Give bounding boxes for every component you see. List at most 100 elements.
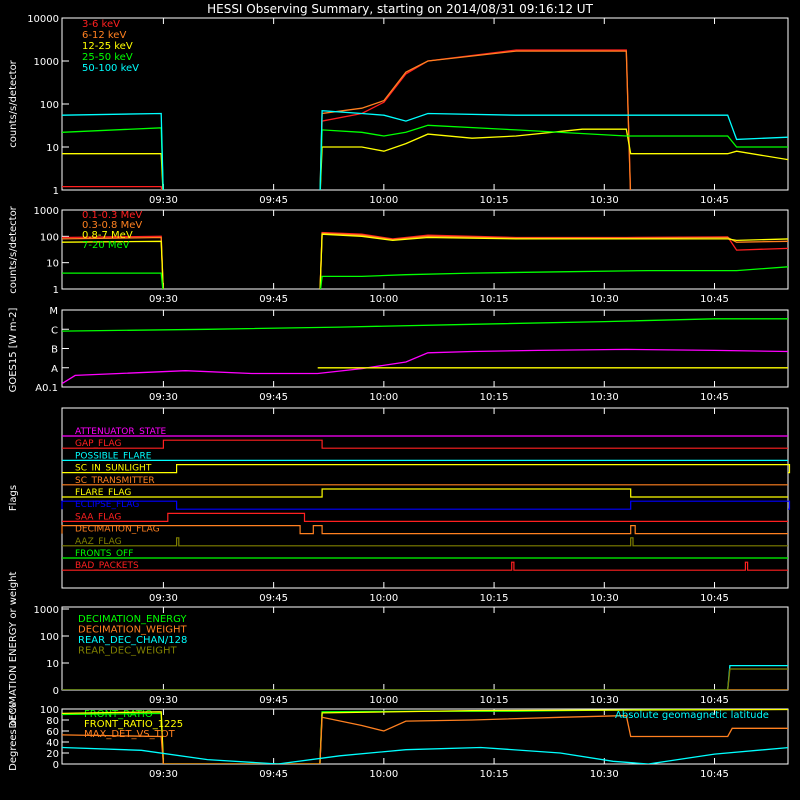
x-tick-label: 10:00 xyxy=(369,695,398,706)
y-tick-label: A xyxy=(51,364,58,375)
panel-decimation: 09:30 09:45 10:00 10:15 10:30 10:45 DECIMATION… xyxy=(8,571,789,728)
flag-trace xyxy=(62,439,788,449)
flag-label: SC_IN_SUNLIGHT xyxy=(75,464,152,474)
x-tick-label: 09:30 xyxy=(149,392,178,403)
figure-title: HESSI Observing Summary, starting on 201… xyxy=(207,2,593,16)
y-tick-label: A0.1 xyxy=(35,383,58,394)
panel-goes: 09:30 09:45 10:00 10:15 10:30 10:45 GOES15 [W … xyxy=(8,306,789,403)
x-tick-label: 09:45 xyxy=(259,695,288,706)
y-axis-label: Degrees or % xyxy=(8,703,19,771)
series-line xyxy=(62,318,788,332)
series-line xyxy=(62,714,788,764)
x-tick-label: 10:30 xyxy=(590,294,619,305)
x-tick-label: 09:45 xyxy=(259,593,288,604)
series-line xyxy=(62,49,632,190)
x-tick-label: 10:45 xyxy=(700,769,729,780)
x-tick-label: 10:15 xyxy=(480,294,509,305)
y-axis-label: Flags xyxy=(8,485,19,511)
legend-entry: FRONT_RATIO xyxy=(84,709,153,720)
legend-entry: FRONT_RATIO_1225 xyxy=(84,719,183,730)
x-tick-label: 09:30 xyxy=(149,294,178,305)
x-tick-label: 10:45 xyxy=(700,695,729,706)
y-axis-label: counts/s/detector xyxy=(8,205,19,293)
legend-entry: 7-20 MeV xyxy=(82,240,130,251)
panel-flags: 09:30 09:45 10:00 10:15 10:30 10:45 Flags ATTEN… xyxy=(8,407,791,604)
legend-entry: 0.8-7 MeV xyxy=(82,230,133,241)
panel-lightcurve-high: 09:30 09:45 10:00 10:15 10:30 10:45 counts/s/d… xyxy=(8,205,789,305)
y-tick-label: 10 xyxy=(46,259,59,270)
x-tick-label: 10:30 xyxy=(590,195,619,206)
series-line xyxy=(62,232,788,289)
y-tick-label: 100 xyxy=(40,100,59,111)
panel-frame xyxy=(61,407,789,589)
legend-entry: 0.3-0.8 MeV xyxy=(82,220,142,231)
y-tick-label: 1 xyxy=(53,285,59,296)
y-tick-label: 100 xyxy=(40,232,59,243)
legend-entry: 0.1-0.3 MeV xyxy=(82,210,142,221)
x-tick-label: 09:30 xyxy=(149,769,178,780)
flag-trace xyxy=(61,500,791,510)
legend-entry: DECIMATION_ENERGY xyxy=(78,614,187,625)
flag-label: POSSIBLE_FLARE xyxy=(75,451,152,461)
legend-entry: 50-100 keV xyxy=(82,63,139,74)
x-tick-label: 10:15 xyxy=(480,695,509,706)
series-line xyxy=(62,664,788,690)
flag-trace xyxy=(62,512,788,522)
series-line xyxy=(62,124,788,190)
legend-entry: 25-50 keV xyxy=(82,52,133,63)
series-line xyxy=(62,668,788,690)
flag-trace xyxy=(62,488,788,498)
flag-label: SC_TRANSMITTER xyxy=(75,476,155,486)
x-tick-label: 10:45 xyxy=(700,294,729,305)
x-tick-label: 10:30 xyxy=(590,392,619,403)
y-axis-label: DECIMATION ENERGY or weight xyxy=(8,571,19,728)
y-tick-label: 40 xyxy=(46,738,59,749)
x-tick-label: 09:45 xyxy=(259,294,288,305)
x-tick-label: 10:15 xyxy=(480,769,509,780)
y-tick-label: 1000 xyxy=(34,57,59,68)
x-tick-label: 10:30 xyxy=(590,593,619,604)
y-tick-label: 60 xyxy=(46,727,59,738)
y-tick-label: 80 xyxy=(46,716,59,727)
series-line xyxy=(62,709,788,764)
legend-entry: 12-25 keV xyxy=(82,41,133,52)
x-tick-label: 10:15 xyxy=(480,195,509,206)
x-tick-label: 10:00 xyxy=(369,392,398,403)
y-tick-label: 1 xyxy=(53,186,59,197)
flag-label: DECIMATION_FLAG xyxy=(75,525,160,535)
y-tick-label: 10 xyxy=(46,143,59,154)
x-tick-label: 09:30 xyxy=(149,593,178,604)
y-tick-label: 100 xyxy=(40,705,59,716)
y-tick-label: 1000 xyxy=(34,605,59,616)
series-line xyxy=(62,348,788,385)
legend-entry: REAR_DEC_WEIGHT xyxy=(78,646,177,657)
x-tick-label: 10:00 xyxy=(369,195,398,206)
legend-entry: DECIMATION_WEIGHT xyxy=(78,625,187,636)
x-tick-label: 10:00 xyxy=(369,294,398,305)
series-line xyxy=(62,231,788,289)
flag-label: AAZ_FLAG xyxy=(75,537,122,547)
x-tick-label: 10:30 xyxy=(590,769,619,780)
x-tick-label: 09:45 xyxy=(259,392,288,403)
panel-frame xyxy=(61,209,789,290)
flag-label: BAD_PACKETS xyxy=(75,561,139,571)
series-line xyxy=(62,128,788,190)
series-line xyxy=(62,233,788,289)
flag-trace xyxy=(62,537,788,547)
series-line xyxy=(62,746,788,764)
panel-frame xyxy=(61,17,789,191)
x-tick-label: 10:15 xyxy=(480,392,509,403)
geomag-annotation: Absolute geomagnetic latitude xyxy=(615,710,769,721)
y-tick-label: 0 xyxy=(53,760,59,771)
panel-frame xyxy=(61,708,789,765)
y-tick-label: 0 xyxy=(53,686,59,697)
x-tick-label: 09:30 xyxy=(149,195,178,206)
flag-label: FLARE_FLAG xyxy=(75,488,131,498)
y-tick-label: 100 xyxy=(40,632,59,643)
flag-label: FRONTS_OFF xyxy=(75,549,133,559)
x-tick-label: 10:45 xyxy=(700,392,729,403)
x-tick-label: 09:45 xyxy=(259,769,288,780)
y-tick-label: 10000 xyxy=(27,14,59,25)
